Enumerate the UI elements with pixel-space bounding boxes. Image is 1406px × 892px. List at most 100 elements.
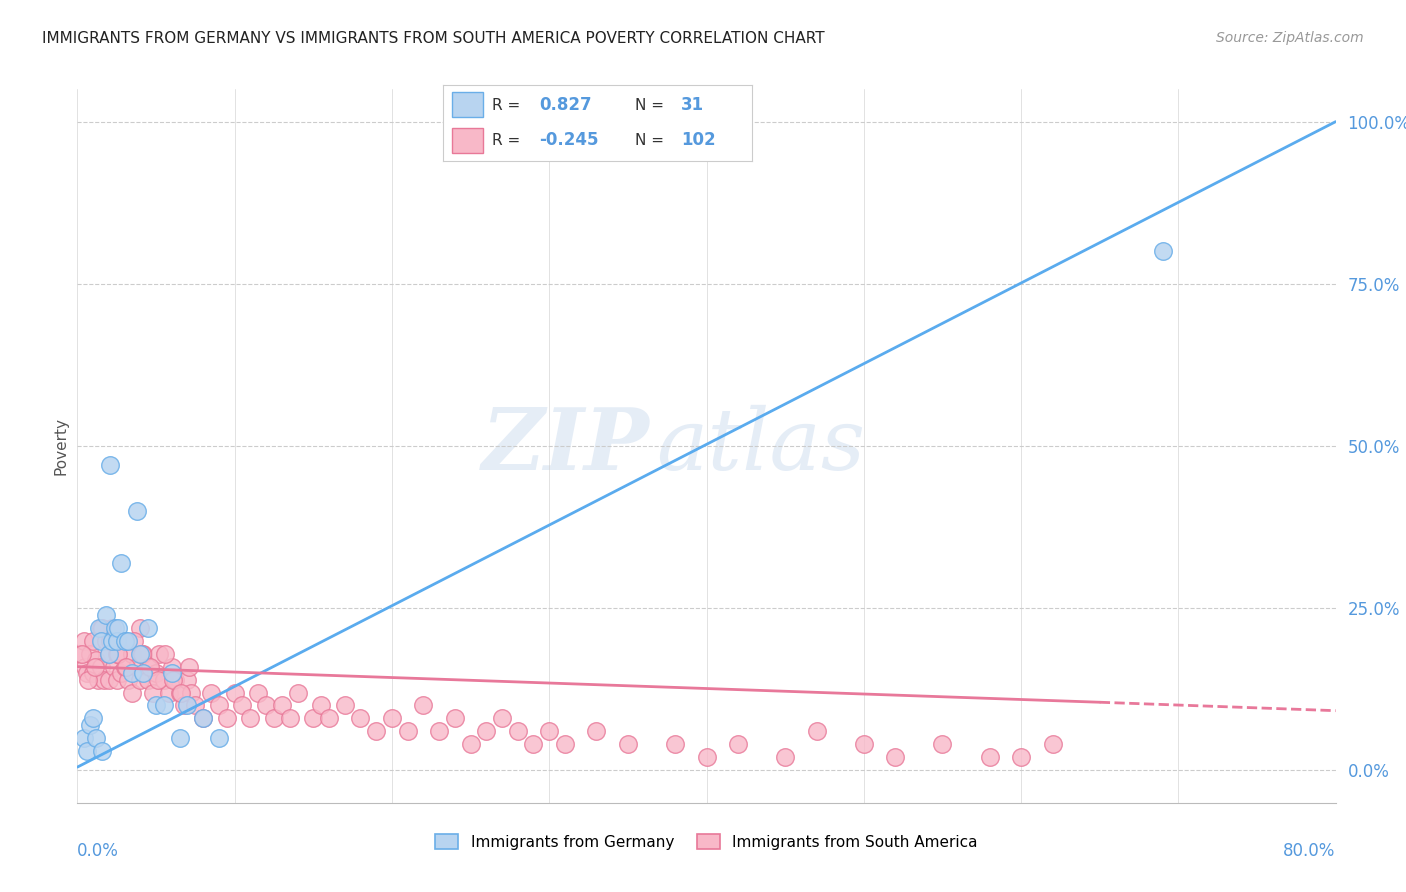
Point — [110, 666, 132, 681]
Point — [105, 633, 128, 648]
Point — [132, 647, 155, 661]
Point — [522, 738, 544, 752]
Point — [145, 666, 167, 681]
Point — [145, 698, 167, 713]
Point — [1152, 244, 1174, 259]
Point — [90, 633, 112, 648]
Point — [110, 556, 132, 570]
Legend: Immigrants from Germany, Immigrants from South America: Immigrants from Germany, Immigrants from… — [429, 828, 984, 855]
Point — [396, 724, 419, 739]
Point — [91, 621, 114, 635]
Point — [94, 607, 117, 622]
Point — [93, 673, 115, 687]
Point — [82, 711, 104, 725]
Text: IMMIGRANTS FROM GERMANY VS IMMIGRANTS FROM SOUTH AMERICA POVERTY CORRELATION CHA: IMMIGRANTS FROM GERMANY VS IMMIGRANTS FR… — [42, 31, 825, 46]
Point — [105, 673, 128, 687]
Point — [170, 685, 193, 699]
Point — [931, 738, 953, 752]
Point — [121, 685, 143, 699]
Point — [1042, 738, 1064, 752]
Text: atlas: atlas — [657, 405, 865, 487]
Point — [538, 724, 561, 739]
Point — [263, 711, 285, 725]
Point — [98, 633, 121, 648]
Point — [191, 711, 215, 725]
Point — [142, 685, 165, 699]
Point — [349, 711, 371, 725]
Point — [475, 724, 498, 739]
Point — [136, 621, 159, 635]
Text: -0.245: -0.245 — [538, 131, 599, 149]
Point — [146, 673, 169, 687]
Point — [366, 724, 388, 739]
Point — [806, 724, 828, 739]
Point — [176, 698, 198, 713]
Point — [162, 673, 184, 687]
Point — [107, 621, 129, 635]
Point — [107, 647, 129, 661]
Point — [77, 673, 100, 687]
Text: 0.827: 0.827 — [538, 96, 592, 114]
Point — [89, 621, 111, 635]
Point — [136, 659, 159, 673]
Point — [121, 666, 143, 681]
Point — [506, 724, 529, 739]
Y-axis label: Poverty: Poverty — [53, 417, 69, 475]
Point — [97, 647, 120, 661]
Point — [160, 666, 183, 681]
Point — [239, 711, 262, 725]
Point — [72, 633, 94, 648]
Point — [254, 698, 277, 713]
Point — [412, 698, 434, 713]
Point — [87, 673, 110, 687]
Point — [132, 666, 155, 681]
Point — [176, 673, 198, 687]
Point — [155, 647, 177, 661]
Point — [72, 731, 94, 745]
FancyBboxPatch shape — [453, 93, 484, 118]
Point — [191, 711, 215, 725]
Point — [105, 647, 128, 661]
Point — [129, 673, 152, 687]
Point — [101, 621, 124, 635]
Point — [773, 750, 796, 764]
Point — [444, 711, 467, 725]
Point — [127, 504, 149, 518]
Text: R =: R = — [492, 133, 520, 147]
Point — [309, 698, 332, 713]
Point — [129, 647, 152, 661]
Point — [94, 633, 117, 648]
Point — [287, 685, 309, 699]
Point — [153, 673, 176, 687]
Point — [200, 685, 222, 699]
Point — [302, 711, 325, 725]
Point — [270, 698, 292, 713]
Text: 80.0%: 80.0% — [1284, 842, 1336, 860]
Point — [224, 685, 246, 699]
Point — [153, 698, 176, 713]
Point — [381, 711, 404, 725]
Point — [114, 633, 136, 648]
Point — [82, 633, 104, 648]
Point — [138, 659, 160, 673]
Point — [247, 685, 270, 699]
Point — [884, 750, 907, 764]
Point — [69, 647, 91, 661]
Point — [76, 744, 98, 758]
Point — [208, 731, 231, 745]
Point — [278, 711, 301, 725]
Point — [491, 711, 513, 725]
Text: Source: ZipAtlas.com: Source: ZipAtlas.com — [1216, 31, 1364, 45]
Point — [318, 711, 340, 725]
Point — [117, 633, 139, 648]
Point — [90, 621, 112, 635]
Point — [97, 647, 120, 661]
Text: 102: 102 — [681, 131, 716, 149]
Point — [103, 659, 125, 673]
Point — [98, 458, 121, 473]
Point — [163, 673, 186, 687]
Point — [177, 659, 200, 673]
Point — [84, 653, 107, 667]
Point — [70, 647, 93, 661]
Point — [1010, 750, 1032, 764]
